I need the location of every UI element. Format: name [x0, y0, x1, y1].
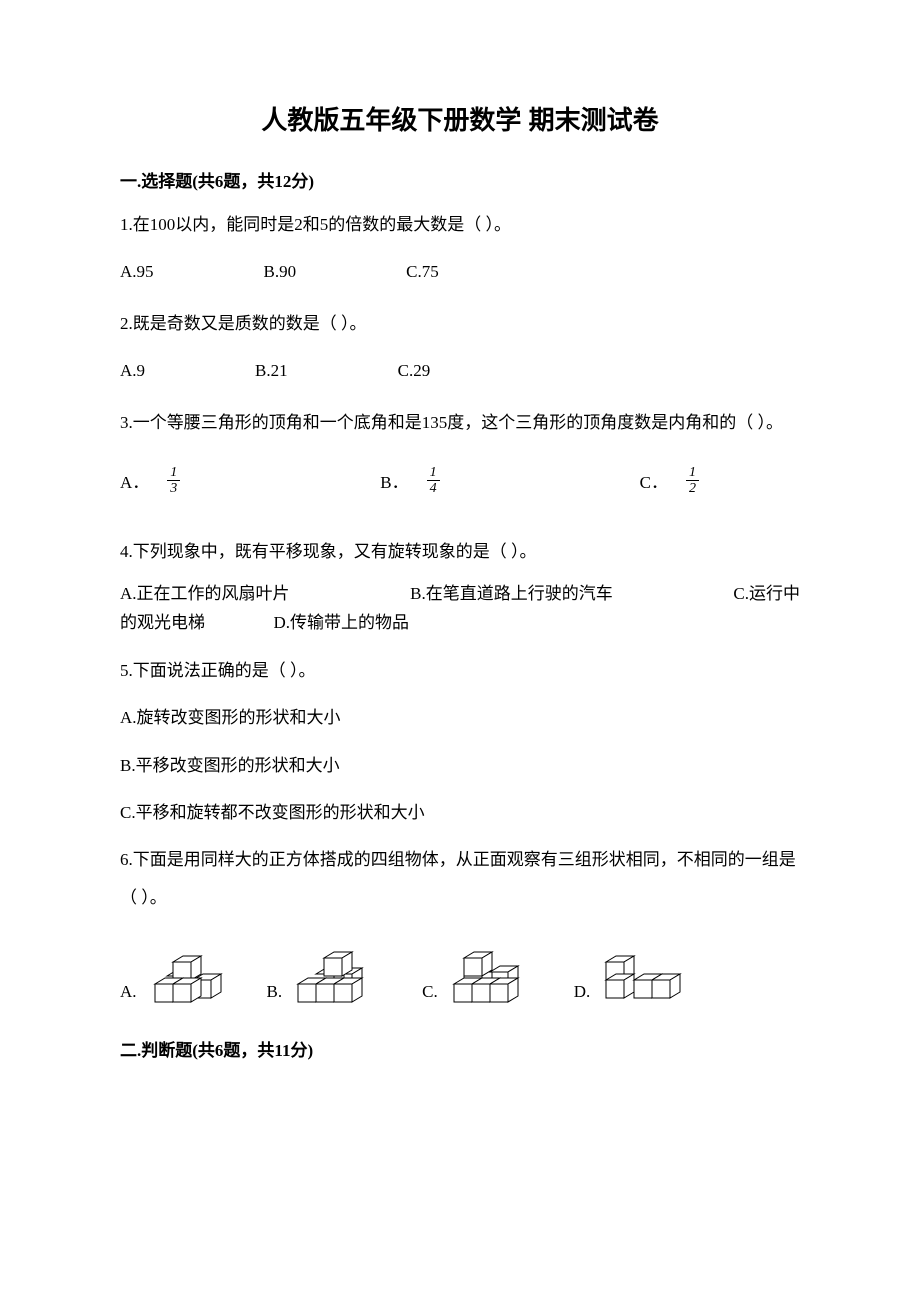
q6-opt-c-label: C.: [422, 982, 438, 1006]
q5-opt-b: B.平移改变图形的形状和大小: [120, 747, 800, 784]
q1-opt-c: C.75: [406, 253, 439, 290]
q2-opt-a: A.9: [120, 352, 145, 389]
q4-options: A.正在工作的风扇叶片 B.在笔直道路上行驶的汽车 C.运行中 的观光电梯 D.…: [120, 580, 800, 638]
frac-den: 3: [167, 480, 180, 496]
q6-opt-a-label: A.: [120, 982, 137, 1006]
q1-opt-b: B.90: [264, 253, 297, 290]
q3-options: A． 1 3 B． 1 4 C． 1 2: [120, 465, 800, 497]
cubes-a-icon: [143, 944, 233, 1006]
cubes-d-icon: [596, 944, 692, 1006]
q2-opt-c: C.29: [398, 352, 431, 389]
q3-opt-c-frac: 1 2: [686, 465, 699, 497]
q3-opt-a-label: A．: [120, 468, 149, 493]
frac-den: 2: [686, 480, 699, 496]
q2-opt-b: B.21: [255, 352, 288, 389]
q6-opt-b-label: B.: [267, 982, 283, 1006]
q3-opt-b-label: B．: [380, 468, 408, 493]
q5-opt-c: C.平移和旋转都不改变图形的形状和大小: [120, 794, 800, 831]
q3-text: 3.一个等腰三角形的顶角和一个底角和是135度，这个三角形的顶角度数是内角和的（…: [120, 404, 800, 441]
frac-den: 4: [427, 480, 440, 496]
q3-opt-b-frac: 1 4: [427, 465, 440, 497]
q4-text: 4.下列现象中，既有平移现象，又有旋转现象的是（ ）。: [120, 533, 800, 570]
frac-num: 1: [686, 465, 699, 480]
page-title: 人教版五年级下册数学 期末测试卷: [120, 100, 800, 137]
q6-text: 6.下面是用同样大的正方体搭成的四组物体，从正面观察有三组形状相同，不相同的一组…: [120, 841, 800, 916]
q4-opt-d: D.传输带上的物品: [274, 613, 410, 632]
q3-opt-c-label: C．: [640, 468, 668, 493]
q2-text: 2.既是奇数又是质数的数是（ ）。: [120, 305, 800, 342]
q2-options: A.9 B.21 C.29: [120, 352, 800, 389]
q1-text: 1.在100以内，能同时是2和5的倍数的最大数是（ ）。: [120, 206, 800, 243]
q6-options: A.: [120, 944, 800, 1006]
q5-text: 5.下面说法正确的是（ ）。: [120, 652, 800, 689]
frac-num: 1: [167, 465, 180, 480]
q6-opt-b: B.: [267, 944, 389, 1006]
q4-opt-c-part2: 的观光电梯: [120, 613, 205, 632]
section-2-heading: 二.判断题(共6题，共11分): [120, 1036, 800, 1061]
q4-opt-b: B.在笔直道路上行驶的汽车: [410, 580, 613, 609]
cubes-c-icon: [444, 944, 540, 1006]
section-1-heading: 一.选择题(共6题，共12分): [120, 167, 800, 192]
q6-opt-d: D.: [574, 944, 693, 1006]
q4-opt-c-part1: C.运行中: [733, 580, 800, 609]
q1-options: A.95 B.90 C.75: [120, 253, 800, 290]
q3-opt-a-frac: 1 3: [167, 465, 180, 497]
cubes-b-icon: [288, 944, 388, 1006]
q6-opt-d-label: D.: [574, 982, 591, 1006]
q6-opt-a: A.: [120, 944, 233, 1006]
frac-num: 1: [427, 465, 440, 480]
q5-opt-a: A.旋转改变图形的形状和大小: [120, 699, 800, 736]
page: 人教版五年级下册数学 期末测试卷 一.选择题(共6题，共12分) 1.在100以…: [0, 0, 920, 1302]
q4-opt-a: A.正在工作的风扇叶片: [120, 580, 290, 609]
q1-opt-a: A.95: [120, 253, 154, 290]
q6-opt-c: C.: [422, 944, 540, 1006]
